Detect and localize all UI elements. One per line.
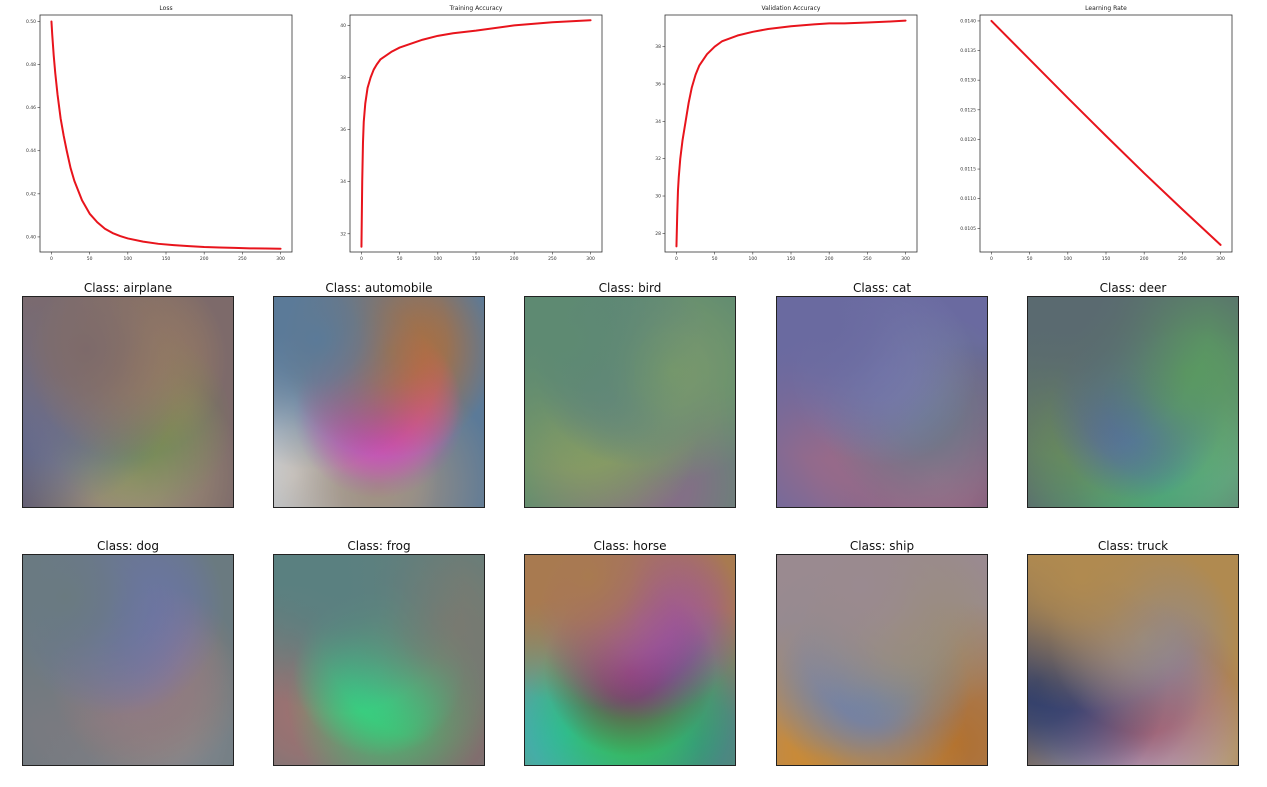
chart-validation-accuracy: Validation Accuracy 0 50 100 150 200 250 300 28 3…: [625, 0, 925, 265]
class-weight-image: [273, 554, 485, 766]
class-weight-image: [776, 296, 988, 508]
series-line: [990, 19, 1222, 246]
y-tick-label: 0.0140: [960, 18, 976, 24]
y-tick-label: 0.44: [26, 148, 36, 154]
chart-loss: Loss 0 50 100 150 200 250 300 0.40 0.42 0.44 0.46 0.…: [0, 0, 300, 265]
chart-loss-svg: Loss 0 50 100 150 200 250 300 0.40 0.42 0.44 0.46 0.…: [26, 5, 293, 262]
plot-frame: [349, 14, 603, 253]
x-tick-label: 150: [162, 256, 171, 262]
x-tick-label: 50: [87, 256, 93, 262]
series-line: [360, 19, 592, 248]
plot-frame: [664, 14, 918, 253]
chart-title: Training Accuracy: [449, 5, 503, 12]
y-tick-label: 0.0120: [960, 137, 976, 143]
class-title: Class: bird: [598, 281, 662, 295]
class-weight-image: [524, 296, 736, 508]
x-tick-label: 0: [990, 256, 993, 262]
y-tick-label: 36: [655, 82, 661, 88]
class-weight-image: [1027, 554, 1239, 766]
y-tick-label: 0.0105: [960, 226, 976, 232]
x-tick-label: 0: [675, 256, 678, 262]
chart-training-accuracy-svg: Training Accuracy 0 50 100 150 200 250 300 32 34 3…: [340, 5, 603, 262]
x-tick-label: 0: [360, 256, 363, 262]
class-title: Class: airplane: [83, 281, 173, 295]
plot-frame: [979, 14, 1233, 253]
y-tick-label: 32: [340, 231, 346, 237]
x-tick-label: 100: [434, 256, 443, 262]
class-weight-image: [776, 554, 988, 766]
series-line: [50, 20, 282, 250]
x-tick-label: 0: [50, 256, 53, 262]
x-tick-label: 200: [1140, 256, 1149, 262]
plot-frame: [39, 14, 293, 253]
y-tick-label: 32: [655, 156, 661, 162]
x-tick-label: 50: [712, 256, 718, 262]
x-tick-label: 250: [863, 256, 872, 262]
class-title: Class: frog: [347, 539, 411, 553]
class-weight-image: [273, 296, 485, 508]
series-line: [675, 19, 907, 248]
chart-title: Loss: [159, 5, 172, 12]
y-tick-label: 36: [340, 127, 346, 133]
x-tick-label: 50: [1027, 256, 1033, 262]
x-tick-label: 150: [787, 256, 796, 262]
x-tick-label: 200: [200, 256, 209, 262]
y-tick-label: 38: [340, 75, 346, 81]
x-tick-label: 300: [276, 256, 285, 262]
y-tick-label: 0.50: [26, 19, 36, 25]
x-tick-label: 100: [124, 256, 133, 262]
class-title: Class: deer: [1099, 281, 1167, 295]
class-title: Class: cat: [852, 281, 912, 295]
class-title: Class: ship: [849, 539, 915, 553]
x-tick-label: 200: [510, 256, 519, 262]
x-tick-label: 300: [901, 256, 910, 262]
chart-title: Learning Rate: [1085, 5, 1127, 12]
y-tick-label: 38: [655, 44, 661, 50]
x-tick-label: 50: [397, 256, 403, 262]
y-tick-label: 0.0125: [960, 107, 976, 113]
y-tick-label: 34: [655, 119, 661, 125]
chart-learning-rate-svg: Learning Rate 0 50 100 150 200 250 300 0.0105 0.0…: [960, 5, 1233, 262]
class-title: Class: dog: [96, 539, 159, 553]
y-tick-label: 0.42: [26, 191, 36, 197]
chart-learning-rate: Learning Rate 0 50 100 150 200 250 300 0.0105 0.0…: [940, 0, 1240, 265]
y-tick-label: 0.40: [26, 234, 36, 240]
y-tick-label: 28: [655, 231, 661, 237]
x-tick-label: 200: [825, 256, 834, 262]
x-tick-label: 300: [1216, 256, 1225, 262]
y-tick-label: 34: [340, 179, 346, 185]
class-weight-image: [524, 554, 736, 766]
x-tick-label: 150: [472, 256, 481, 262]
y-tick-label: 0.46: [26, 105, 36, 111]
x-tick-label: 300: [586, 256, 595, 262]
chart-title: Validation Accuracy: [762, 5, 821, 12]
class-title: Class: truck: [1097, 539, 1169, 553]
y-tick-label: 0.48: [26, 62, 36, 68]
x-tick-label: 150: [1102, 256, 1111, 262]
x-tick-label: 100: [749, 256, 758, 262]
class-weight-image: [1027, 296, 1239, 508]
y-tick-label: 0.0135: [960, 48, 976, 54]
class-weight-image: [22, 296, 234, 508]
x-tick-label: 250: [1178, 256, 1187, 262]
chart-training-accuracy: Training Accuracy 0 50 100 150 200 250 300 32 34 3…: [310, 0, 610, 265]
x-tick-label: 100: [1064, 256, 1073, 262]
y-tick-label: 40: [340, 23, 346, 29]
y-tick-label: 0.0115: [960, 167, 976, 173]
x-tick-label: 250: [548, 256, 557, 262]
class-title: Class: horse: [593, 539, 667, 553]
y-tick-label: 30: [655, 194, 661, 200]
class-weight-image: [22, 554, 234, 766]
x-tick-label: 250: [238, 256, 247, 262]
y-tick-label: 0.0130: [960, 78, 976, 84]
class-title: Class: automobile: [325, 281, 433, 295]
chart-validation-accuracy-svg: Validation Accuracy 0 50 100 150 200 250 300 28 3…: [655, 5, 918, 262]
y-tick-label: 0.0110: [960, 196, 976, 202]
